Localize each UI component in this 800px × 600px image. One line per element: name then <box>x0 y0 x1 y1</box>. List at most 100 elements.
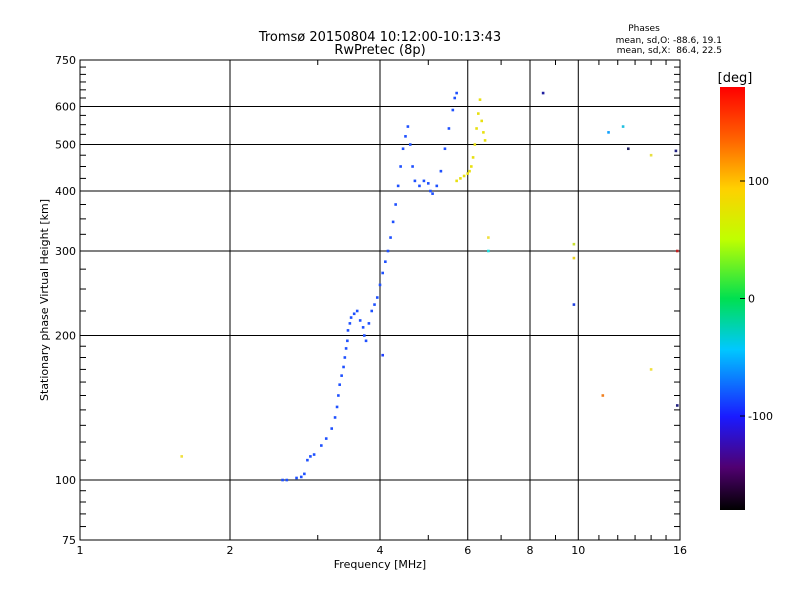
data-point <box>426 182 430 185</box>
data-point <box>370 309 374 313</box>
data-point <box>373 303 376 306</box>
data-point <box>180 455 184 458</box>
data-point <box>475 127 478 130</box>
data-point <box>389 236 392 239</box>
colorbar-tick-label: 100 <box>748 175 769 188</box>
data-point <box>406 125 410 128</box>
data-point <box>447 127 451 130</box>
data-point <box>306 458 309 462</box>
data-point <box>378 283 382 287</box>
data-point <box>335 405 339 409</box>
data-point <box>367 322 371 325</box>
data-point <box>675 249 679 253</box>
data-point <box>439 169 443 173</box>
data-point <box>674 149 678 153</box>
phase-stats-line2: mean, sd,X: 86.4, 22.5 <box>617 46 722 56</box>
data-point <box>607 131 610 134</box>
data-point <box>487 249 490 253</box>
data-point <box>355 309 359 313</box>
data-point <box>340 374 343 377</box>
data-point <box>443 147 447 151</box>
data-point <box>572 256 576 260</box>
data-point <box>343 356 347 359</box>
plot-area: 1 2 4 6 8 10 16 75 100 200 300 400 500 600 750 <box>55 54 687 557</box>
x-tick-label: 2 <box>227 544 234 557</box>
data-point <box>435 184 439 188</box>
data-point <box>396 184 400 188</box>
x-tick-label: 8 <box>527 544 534 557</box>
data-point <box>394 203 397 206</box>
x-tick-label: 16 <box>673 544 687 557</box>
data-point <box>451 108 455 112</box>
colorbar-ticks: 100 0 -100 <box>740 175 773 423</box>
data-point <box>312 453 316 456</box>
phase-stats-line1: mean, sd,O: -88.6, 19.1 <box>616 36 722 46</box>
data-point <box>285 478 289 482</box>
x-tick-label: 6 <box>464 544 471 557</box>
data-point <box>342 365 345 369</box>
data-point <box>572 303 576 306</box>
data-point <box>346 339 349 343</box>
data-point <box>483 139 487 142</box>
data-point <box>470 165 473 168</box>
data-point <box>649 368 653 371</box>
data-point <box>429 189 432 193</box>
data-point <box>299 475 303 479</box>
colorbar-label: [deg] <box>718 71 753 86</box>
data-point <box>413 179 417 183</box>
data-point <box>324 437 328 440</box>
y-tick-label: 500 <box>55 139 76 152</box>
x-axis-label: Frequency [MHz] <box>334 558 426 571</box>
chart-title: Tromsø 20150804 10:12:00-10:13:43 <box>258 30 501 45</box>
x-tick-label: 4 <box>377 544 384 557</box>
data-point <box>675 404 679 407</box>
data-point <box>344 347 348 350</box>
y-tick-label: 75 <box>62 534 76 547</box>
y-tick-label: 300 <box>55 245 76 258</box>
data-point <box>453 96 457 100</box>
data-point <box>386 249 390 253</box>
data-point <box>375 296 379 299</box>
chart-subtitle: RwPretec (8p) <box>334 43 425 58</box>
data-points <box>180 91 679 482</box>
axis-ticks: 1 2 4 6 8 10 16 75 100 200 300 400 500 600 750 <box>55 54 687 557</box>
data-point <box>621 125 625 128</box>
data-point <box>482 131 485 134</box>
y-tick-label: 750 <box>55 54 76 67</box>
data-point <box>401 147 405 151</box>
data-point <box>349 316 353 319</box>
data-point <box>466 172 470 175</box>
y-tick-label: 100 <box>55 474 76 487</box>
grid-lines <box>80 60 680 540</box>
data-point <box>404 135 407 138</box>
data-point <box>422 179 426 183</box>
data-point <box>346 329 350 332</box>
data-point <box>459 177 462 180</box>
data-point <box>487 236 490 239</box>
data-point <box>384 260 387 264</box>
data-point <box>303 472 306 476</box>
data-point <box>330 427 334 430</box>
y-axis-label: Stationary phase Virtual Height [km] <box>38 199 51 401</box>
data-point <box>309 455 312 458</box>
x-tick-label: 10 <box>571 544 585 557</box>
data-point <box>649 153 653 157</box>
data-point <box>338 383 341 386</box>
y-tick-label: 600 <box>55 101 76 114</box>
data-point <box>381 271 384 275</box>
data-point <box>431 192 434 195</box>
data-point <box>411 165 414 168</box>
data-point <box>455 91 458 95</box>
data-point <box>358 319 362 322</box>
data-point <box>627 147 630 151</box>
data-point <box>399 165 402 168</box>
data-point <box>418 184 421 188</box>
data-point <box>601 394 605 397</box>
colorbar: [deg] 100 0 -100 <box>718 71 773 510</box>
data-point <box>408 143 412 146</box>
data-point <box>477 112 480 115</box>
colorbar-tick-label: 0 <box>748 293 755 306</box>
data-point <box>295 476 298 480</box>
data-point <box>391 220 395 224</box>
